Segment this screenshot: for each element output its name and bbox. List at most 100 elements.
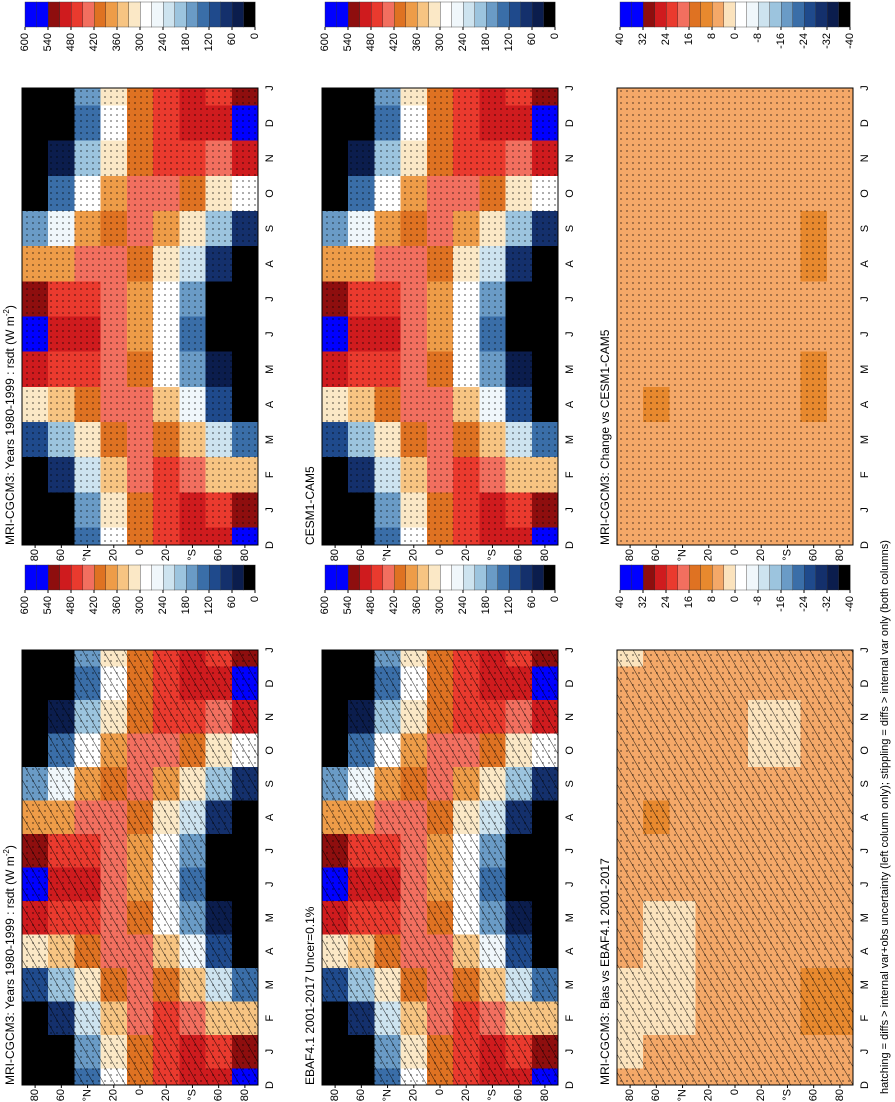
x-tick-label: M (859, 980, 871, 989)
colorbar-swatch (59, 1, 72, 28)
colorbar-swatch (792, 1, 805, 28)
colorbar-tick-label: 60 (526, 596, 538, 608)
colorbar-tick-label: 180 (180, 33, 192, 51)
colorbar-swatch (474, 564, 487, 591)
y-tick-label: 60 (213, 1089, 225, 1101)
y-tick-label: °S (486, 549, 498, 561)
colorbar-swatch (734, 1, 748, 28)
colorbar-swatch (231, 564, 245, 591)
y-tick-label: 80 (624, 1089, 636, 1101)
colorbar-swatch (780, 564, 794, 591)
panel-title: MRI-CGCM3: Years 1980-1999 : rsdt (W m-2… (2, 305, 18, 545)
colorbar-tick-label: 360 (111, 33, 123, 51)
colorbar-tick-label: 0 (249, 33, 261, 39)
colorbar-tick-label: 480 (365, 596, 377, 614)
colorbar-swatch (838, 564, 851, 591)
colorbar-tick-label: -32 (821, 33, 833, 49)
colorbar-swatch (382, 564, 395, 591)
colorbar-tick-label: -16 (775, 596, 787, 612)
colorbar-swatch (815, 564, 828, 591)
colorbar-swatch (631, 564, 644, 591)
colorbar-swatch (70, 1, 84, 28)
x-tick-label: J (564, 881, 576, 887)
colorbar-tick-label: 240 (457, 33, 469, 51)
x-tick-label: J (564, 331, 576, 337)
y-tick-label: 80 (29, 549, 41, 561)
y-tick-label: 20 (755, 1089, 767, 1101)
colorbar-tick-label: 0 (729, 596, 741, 602)
colorbar-swatch (393, 1, 407, 28)
colorbar-swatch (769, 1, 782, 28)
y-tick-label: 60 (55, 1089, 67, 1101)
y-tick-label: 60 (650, 549, 662, 561)
y-tick-label: 80 (539, 1089, 551, 1101)
colorbar-tick-label: 32 (637, 33, 649, 45)
x-tick-label: J (859, 296, 871, 302)
y-tick-label: 20 (408, 1089, 420, 1101)
title-part: MRI-CGCM3: Years 1980-1999 : rsdt (W m (3, 856, 17, 1085)
x-tick-label: A (264, 400, 276, 408)
colorbar-swatch (654, 564, 667, 591)
x-tick-label: D (264, 1081, 276, 1089)
x-tick-label: D (859, 679, 871, 687)
y-tick-label: 60 (513, 1089, 525, 1101)
colorbar-tick-label: -16 (775, 33, 787, 49)
x-tick-label: D (564, 541, 576, 549)
colorbar-swatch (497, 1, 510, 28)
colorbar-swatch (826, 564, 840, 591)
colorbar-tick-label: 40 (614, 33, 626, 45)
y-tick-label: 60 (55, 549, 67, 561)
stippling (322, 88, 558, 545)
y-tick-label: 80 (29, 1089, 41, 1101)
colorbar-tick-label: 180 (480, 596, 492, 614)
colorbar-swatch (416, 1, 430, 28)
colorbar-tick-label: 600 (319, 33, 331, 51)
colorbar-swatch (197, 564, 210, 591)
panel-title: CESM1-CAM5 (303, 466, 317, 545)
panel-title: MRI-CGCM3: Bias vs EBAF4.1 2001-2017 (598, 858, 612, 1085)
colorbar-tick-label: 540 (342, 33, 354, 51)
colorbar-swatch (324, 1, 338, 28)
colorbar-tick-label: 0 (549, 33, 561, 39)
colorbar-swatch (324, 564, 338, 591)
colorbar-swatch (451, 564, 464, 591)
x-tick-label: M (564, 365, 576, 374)
x-tick-label: O (564, 746, 576, 755)
colorbar-swatch (803, 1, 817, 28)
x-tick-label: M (564, 980, 576, 989)
colorbar-tick-label: 420 (388, 596, 400, 614)
colorbar-swatch (405, 564, 418, 591)
x-tick-label: N (859, 154, 871, 162)
panel-title: EBAF4.1 2001-2017 Uncer=0.1% (303, 906, 317, 1085)
colorbar-swatch (485, 1, 499, 28)
colorbar-swatch (336, 564, 349, 591)
x-tick-label: A (564, 813, 576, 821)
colorbar-swatch (208, 1, 222, 28)
plot (322, 88, 558, 545)
y-tick-label: °S (781, 549, 793, 561)
colorbar-tick-label: 300 (134, 33, 146, 51)
y-tick-label: 20 (703, 1089, 715, 1101)
y-tick-label: °S (186, 1089, 198, 1101)
x-tick-label: N (564, 154, 576, 162)
colorbar-tick-label: 600 (19, 33, 31, 51)
colorbar-tick-label: -24 (798, 33, 810, 49)
y-tick-label: 20 (108, 1089, 120, 1101)
colorbar-tick-label: 0 (729, 33, 741, 39)
stippling (617, 88, 853, 545)
x-tick-label: A (859, 947, 871, 955)
colorbar-tick-label: 300 (434, 596, 446, 614)
y-tick-label: 80 (239, 549, 251, 561)
x-tick-label: J (264, 1049, 276, 1055)
colorbar-swatch (723, 1, 736, 28)
y-tick-label: 60 (513, 549, 525, 561)
x-tick-label: D (564, 119, 576, 127)
title-part: -2 (2, 849, 11, 857)
colorbar-tick-label: 420 (88, 596, 100, 614)
colorbar-swatch (231, 1, 245, 28)
colorbar-tick-label: 480 (65, 33, 77, 51)
y-tick-label: 80 (329, 549, 341, 561)
colorbar-swatch (520, 1, 533, 28)
colorbar-swatch (139, 1, 153, 28)
